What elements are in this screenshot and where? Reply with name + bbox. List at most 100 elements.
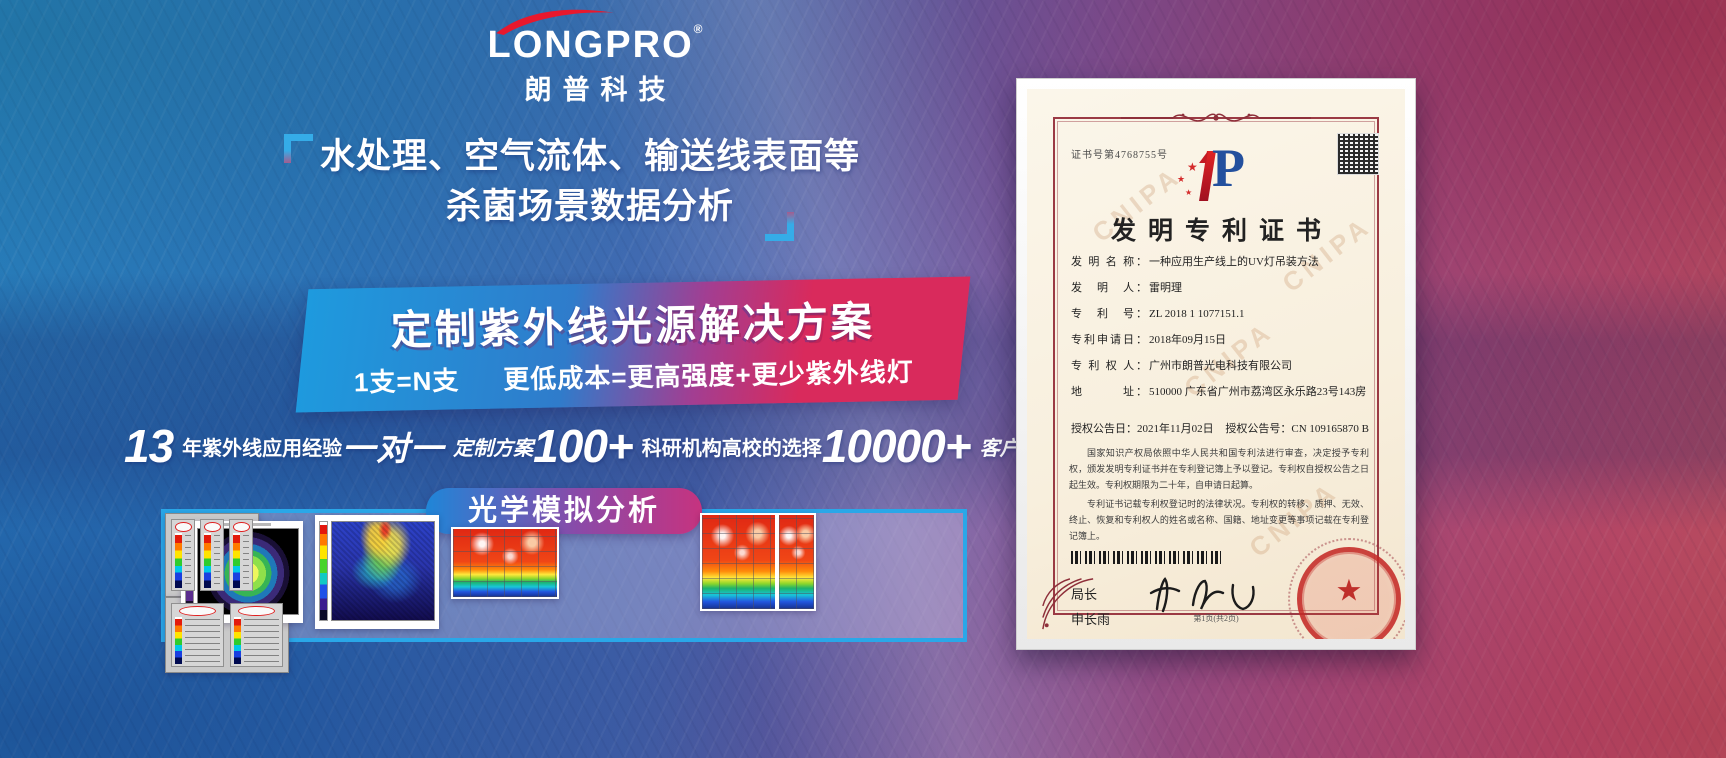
rainbow-bar: [175, 617, 182, 664]
field-application-date: 专利申请日： 2018年09月15日: [1071, 333, 1367, 348]
subtitle-spacer: [460, 388, 504, 389]
page-footer: 第1页(共2页): [1193, 614, 1239, 623]
legend-values: [243, 535, 249, 586]
sim-image-noisy-irradiance-map: [315, 515, 439, 629]
headline-subtitle-left: 1支=N支: [353, 365, 460, 398]
cnipa-emblem-icon: P ★ ★ ★: [1177, 141, 1245, 207]
grant-number: 授权公告号：CN 109165870 B: [1225, 420, 1369, 436]
official-red-seal-icon: ★: [1288, 538, 1405, 639]
headline-title: 定制紫外线光源解决方案: [390, 298, 876, 354]
stat-label: 定制方案: [453, 437, 534, 460]
corner-quote-close-icon: [765, 212, 794, 242]
noise-field-plot: [331, 521, 435, 621]
patent-certificate-paper: CNIPA CNIPA CNIPA CNIPA 证书号第4768755号 P ★…: [1027, 89, 1405, 639]
rainbow-bar: [204, 533, 211, 588]
red-swoosh-icon: [495, 9, 614, 35]
stat-number: 100+: [533, 420, 634, 472]
field-address: 地 址： 510000 广东省广州市荔湾区永乐路23号143房: [1071, 385, 1367, 400]
stat-one-on-one: 一对一 定制方案: [342, 422, 533, 470]
gridded-heatmap: [453, 529, 557, 597]
signer-title: 局长: [1071, 587, 1098, 602]
legend-values: [214, 535, 220, 586]
field-patentee: 专 利 权 人： 广州市朗普光电科技有限公司: [1071, 359, 1367, 374]
stat-number: 10000+: [821, 420, 972, 472]
stat-research-institutions: 100+ 科研机构高校的选择: [533, 419, 822, 473]
grant-number-value: CN 109165870 B: [1291, 423, 1369, 435]
rainbow-bar: [175, 533, 182, 588]
handwritten-signature-icon: [1149, 577, 1255, 613]
field-value: 510000 广东省广州市荔湾区永乐路23号143房: [1149, 386, 1367, 398]
field-value: 广州市朗普光电科技有限公司: [1149, 360, 1292, 372]
registered-trademark-icon: ®: [693, 22, 703, 36]
seal-star-icon: ★: [1335, 574, 1363, 608]
field-label: 专 利 权 人：: [1071, 360, 1147, 372]
logo: LONGPRO® 朗普科技: [455, 9, 735, 107]
field-value: 雷明理: [1149, 282, 1182, 294]
certificate-number: 证书号第4768755号: [1071, 150, 1168, 161]
barcode-icon: [1071, 551, 1221, 564]
top-flourish-ornament-icon: [1121, 113, 1311, 122]
field-label: 专 利 号：: [1071, 308, 1147, 320]
headline-subtitle: 1支=N支 更低成本=更高强度+更少紫外线灯: [302, 351, 965, 401]
legal-paragraph-2: 专利证书记载专利权登记时的法律状况。专利权的转移、质押、无效、终止、恢复和专利权…: [1069, 498, 1369, 541]
stat-years-experience: 13 年紫外线应用经验: [124, 419, 342, 473]
emblem-star-icon: ★: [1177, 174, 1186, 184]
sim-image-surface-heatmap-1: [451, 527, 559, 599]
field-inventor: 发 明 人： 雷明理: [1071, 281, 1367, 296]
emblem-star-icon: ★: [1187, 160, 1198, 174]
certificate-fields: 发 明 名 称： 一种应用生产线上的UV灯吊装方法 发 明 人： 雷明理 专 利…: [1071, 255, 1367, 411]
stat-label: 科研机构高校的选择: [641, 437, 822, 460]
panel-badge: 光学模拟分析: [425, 488, 703, 534]
headline-subtitle-right: 更低成本=更高强度+更少紫外线灯: [503, 356, 914, 395]
gridded-heatmap-left: [702, 515, 776, 609]
colorbar: [319, 521, 328, 621]
tagline-line-1: 水处理、空气流体、输送线表面等: [319, 137, 860, 176]
stat-number: 13: [124, 420, 174, 472]
grant-date-value: 2021年11月02日: [1137, 423, 1214, 435]
color-scale-legend: [230, 603, 283, 667]
headline-ribbon: 定制紫外线光源解决方案 1支=N支 更低成本=更高强度+更少紫外线灯: [295, 276, 971, 413]
field-patent-number: 专 利 号： ZL 2018 1 1077151.1: [1071, 307, 1367, 322]
field-value: 2018年09月15日: [1149, 334, 1226, 346]
stat-label: 年紫外线应用经验: [182, 437, 343, 460]
grant-date: 授权公告日：2021年11月02日: [1071, 420, 1214, 436]
tagline-quote: 水处理、空气流体、输送线表面等 杀菌场景数据分析: [270, 132, 910, 242]
optical-simulation-panel: 光学模拟分析: [161, 488, 967, 673]
field-label: 地 址：: [1071, 386, 1147, 398]
signer-name: 申长雨: [1071, 611, 1111, 627]
legend-values: [185, 619, 220, 662]
field-label: 专利申请日：: [1071, 334, 1147, 346]
corner-flourish-ornament-icon: [1042, 578, 1094, 630]
stats-row: 13 年紫外线应用经验 一对一 定制方案 100+ 科研机构高校的选择 1000…: [124, 419, 1100, 473]
color-scale-legend: [171, 519, 195, 591]
qr-code-icon: [1337, 133, 1379, 175]
legend-values: [185, 535, 191, 586]
color-scale-legend: [171, 603, 224, 667]
field-label: 发 明 人：: [1071, 282, 1147, 294]
field-value: ZL 2018 1 1077151.1: [1149, 308, 1245, 320]
signer-block: 局长 申长雨: [1071, 583, 1110, 632]
field-invention-name: 发 明 名 称： 一种应用生产线上的UV灯吊装方法: [1071, 255, 1367, 270]
color-scale-legend: [229, 519, 253, 591]
certificate-title: 发明专利证书: [1110, 218, 1333, 245]
emblem-star-icon: ★: [1185, 188, 1193, 197]
patent-certificate-frame: CNIPA CNIPA CNIPA CNIPA 证书号第4768755号 P ★…: [1016, 78, 1416, 650]
grant-announcement-line: 授权公告日：2021年11月02日 授权公告号：CN 109165870 B: [1071, 420, 1369, 436]
rainbow-bar: [234, 617, 241, 664]
sim-image-color-scale-legends-2: [165, 597, 289, 673]
legal-paragraph-1: 国家知识产权局依照中华人民共和国专利法进行审查，决定授予专利权，颁发发明专利证书…: [1069, 448, 1369, 491]
emblem-letter: P: [1212, 138, 1245, 198]
color-scale-legend: [200, 519, 224, 591]
field-value: 一种应用生产线上的UV灯吊装方法: [1149, 256, 1319, 268]
gridded-heatmap-right: [779, 515, 814, 609]
stat-number: 一对一: [342, 430, 445, 467]
rainbow-bar: [233, 533, 240, 588]
tagline-line-2: 杀菌场景数据分析: [445, 186, 734, 226]
certificate-legal-text: 国家知识产权局依照中华人民共和国专利法进行审查，决定授予专利权，颁发发明专利证书…: [1069, 445, 1369, 546]
logo-brand-row: LONGPRO®: [488, 9, 703, 67]
sim-image-surface-heatmap-2: [700, 513, 816, 611]
corner-quote-open-icon: [284, 134, 313, 163]
legend-values: [244, 619, 279, 662]
field-label: 发 明 名 称：: [1071, 256, 1147, 268]
